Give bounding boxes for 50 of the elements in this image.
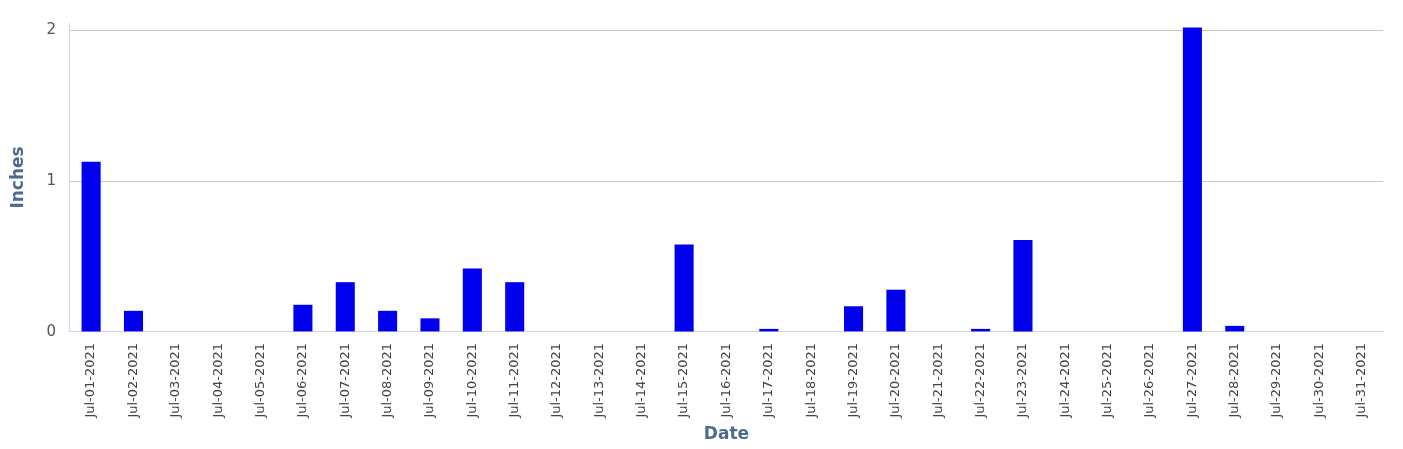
x-tick-label: Jul-24-2021 — [1056, 342, 1072, 419]
bar — [81, 161, 101, 332]
x-tick-label: Jul-03-2021 — [167, 342, 183, 419]
x-tick-label: Jul-16-2021 — [717, 342, 733, 419]
x-tick-label: Jul-01-2021 — [82, 342, 98, 419]
x-tick-label: Jul-19-2021 — [844, 342, 860, 419]
bar — [674, 244, 694, 332]
x-tick-label: Jul-12-2021 — [548, 342, 564, 419]
x-tick-label: Jul-04-2021 — [209, 342, 225, 419]
x-tick-label: Jul-29-2021 — [1268, 342, 1284, 419]
x-tick-label: Jul-28-2021 — [1226, 342, 1242, 419]
x-tick-label: Jul-06-2021 — [294, 342, 310, 419]
x-tick-label: Jul-02-2021 — [124, 342, 140, 419]
bar — [293, 304, 313, 332]
x-tick-label: Jul-09-2021 — [421, 342, 437, 419]
x-tick-label: Jul-30-2021 — [1310, 342, 1326, 419]
x-axis-title: Date — [703, 423, 750, 444]
bar — [886, 289, 906, 332]
y-tick-label: 2 — [46, 20, 56, 39]
x-tick-label: Jul-14-2021 — [633, 342, 649, 419]
x-tick-label: Jul-05-2021 — [251, 342, 267, 419]
x-tick-label: Jul-27-2021 — [1183, 342, 1199, 419]
x-tick-label: Jul-23-2021 — [1014, 342, 1030, 419]
bar — [123, 310, 144, 332]
bar — [505, 282, 525, 332]
y-axis-title: Inches — [6, 146, 27, 209]
x-tick-label: Jul-07-2021 — [336, 342, 352, 419]
x-tick-label: Jul-10-2021 — [463, 342, 479, 419]
x-tick-label: Jul-17-2021 — [760, 342, 776, 419]
x-tick-label: Jul-08-2021 — [378, 342, 394, 419]
bar — [420, 318, 440, 332]
bar — [844, 306, 864, 332]
x-tick-label: Jul-22-2021 — [971, 342, 987, 419]
y-tick-label: 0 — [46, 321, 56, 340]
y-tick-label: 1 — [46, 171, 56, 190]
bar — [1013, 239, 1033, 332]
x-tick-label: Jul-21-2021 — [929, 342, 945, 419]
bar — [335, 282, 355, 332]
bar — [378, 310, 398, 332]
x-tick-label: Jul-13-2021 — [590, 342, 606, 419]
x-tick-label: Jul-25-2021 — [1099, 342, 1115, 419]
x-tick-label: Jul-15-2021 — [675, 342, 691, 419]
x-tick-label: Jul-11-2021 — [506, 342, 522, 419]
bar — [1225, 325, 1245, 332]
bar — [1182, 27, 1202, 332]
x-tick-label: Jul-20-2021 — [887, 342, 903, 419]
x-tick-label: Jul-26-2021 — [1141, 342, 1157, 419]
bar — [462, 268, 482, 332]
x-tick-label: Jul-18-2021 — [802, 342, 818, 419]
x-tick-label: Jul-31-2021 — [1353, 342, 1369, 419]
